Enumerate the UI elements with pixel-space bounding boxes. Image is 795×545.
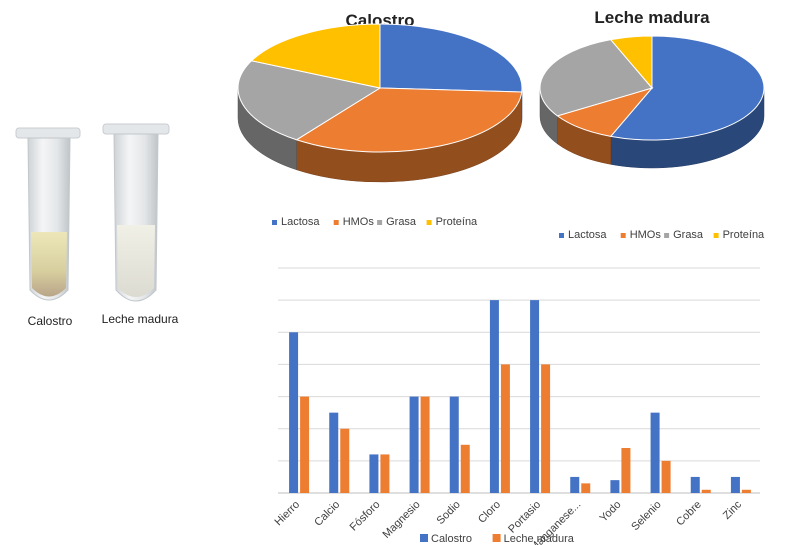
bar-leche-madura-manganese <box>581 483 591 493</box>
x-tick-label: Cloro <box>476 499 503 526</box>
bar-leche-madura-selenio <box>661 460 671 493</box>
bar-leche-madura-calcio <box>340 428 350 493</box>
bar-calostro-fosforo <box>369 454 379 493</box>
tube-label-leche-madura: Leche madura <box>102 312 179 326</box>
bar-leche-madura-magnesio <box>420 396 430 493</box>
bar-calostro-sodio <box>449 396 459 493</box>
bar-calostro-portasio <box>530 300 540 493</box>
legend-swatch-grasa <box>664 233 670 238</box>
x-tick-label: Cobre <box>674 499 704 529</box>
mature-milk-tube <box>102 123 170 302</box>
legend-label-leche-madura: Leche madura <box>504 533 575 545</box>
bar-calostro-cloro <box>489 300 499 493</box>
pie-chart-leche-madura: Leche madura Lactosa HMOs Grasa Proteína <box>539 8 765 241</box>
pie-legend-leche-madura: Lactosa HMOs Grasa Proteína <box>559 229 765 241</box>
legend-swatch-proteina <box>426 220 432 225</box>
legend-swatch-lactosa <box>272 220 277 225</box>
pie-slice-proteina <box>609 35 653 90</box>
legend-label-lactosa: Lactosa <box>281 216 320 228</box>
legend-label-proteina: Proteína <box>436 216 478 228</box>
x-tick-label: Yodo <box>598 499 624 525</box>
pie-legend-calostro: Lactosa HMOs Grasa Proteína <box>272 216 478 228</box>
bar-leche-madura-cobre <box>701 489 711 493</box>
x-tick-label: Fósforo <box>348 499 383 534</box>
x-tick-label: Portasio <box>506 499 543 536</box>
bar-calostro-calcio <box>329 412 339 493</box>
legend-label-grasa: Grasa <box>673 229 704 241</box>
pie-slice-proteina <box>250 23 381 89</box>
legend-swatch-lactosa <box>559 233 564 238</box>
pie-slices-leche-madura <box>539 35 765 169</box>
legend-swatch-hmos <box>620 233 626 238</box>
bar-legend: Calostro Leche madura <box>420 533 575 545</box>
x-tick-label: Zinc <box>721 498 745 522</box>
legend-label-calostro: Calostro <box>431 533 472 545</box>
x-tick-label: Hierro <box>273 499 303 529</box>
x-tick-label: Sodio <box>434 499 462 527</box>
bar-leche-madura-hierro <box>300 396 310 493</box>
legend-label-hmos: HMOs <box>630 229 662 241</box>
legend-label-proteina: Proteína <box>723 229 765 241</box>
bar-leche-madura-sodio <box>460 444 470 493</box>
colostrum-tube <box>15 127 81 301</box>
pie-slice-hmos <box>295 87 523 153</box>
bar-calostro-zinc <box>730 476 740 493</box>
bar-leche-madura-fosforo <box>380 454 390 493</box>
pie-slice-lactosa <box>609 35 765 141</box>
bar-gridlines <box>278 267 760 494</box>
pie-slice-grasa <box>539 39 653 117</box>
bar-marks <box>289 300 751 493</box>
pie-title-leche-madura: Leche madura <box>594 8 710 27</box>
legend-swatch-proteina <box>713 233 719 238</box>
legend-swatch-hmos <box>333 220 339 225</box>
legend-label-lactosa: Lactosa <box>568 229 607 241</box>
bar-calostro-selenio <box>650 412 660 493</box>
bar-calostro-magnesio <box>409 396 419 493</box>
legend-swatch-grasa <box>377 220 383 225</box>
x-tick-label: Calcio <box>312 499 342 529</box>
x-tick-label: Selenio <box>629 499 663 533</box>
tube-label-calostro: Calostro <box>28 314 73 328</box>
x-tick-label: Magnesio <box>380 499 422 541</box>
bar-calostro-hierro <box>289 332 299 493</box>
tubes-photo: Calostro Leche madura <box>15 123 179 328</box>
bar-leche-madura-yodo <box>621 448 631 493</box>
bar-leche-madura-zinc <box>741 489 751 493</box>
bar-calostro-cobre <box>690 476 700 493</box>
bar-leche-madura-cloro <box>500 364 510 493</box>
legend-swatch-leche-madura <box>492 534 501 542</box>
pie-slice-lactosa <box>379 23 523 93</box>
bar-leche-madura-portasio <box>541 364 551 493</box>
pie-chart-calostro: Calostro Lactosa HMOs Grasa Proteína <box>237 11 523 228</box>
pie-slices-calostro <box>237 23 523 183</box>
legend-label-grasa: Grasa <box>386 216 417 228</box>
legend-swatch-calostro <box>420 534 428 542</box>
bar-calostro-manganese <box>570 476 580 493</box>
legend-label-hmos: HMOs <box>343 216 375 228</box>
bar-calostro-yodo <box>610 480 620 493</box>
